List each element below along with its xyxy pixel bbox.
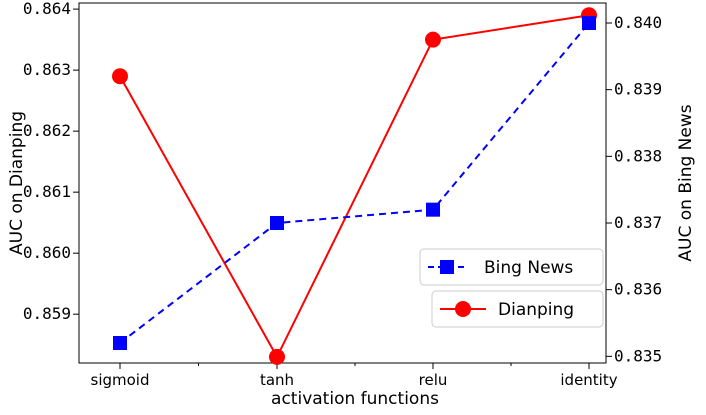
series-point-bing-news — [270, 216, 284, 230]
x-axis-label: activation functions — [271, 389, 439, 409]
x-tick-label: relu — [419, 371, 448, 389]
legend-bing-news-box — [419, 248, 604, 286]
series-layer — [112, 7, 597, 365]
left-tick-label: 0.859 — [23, 304, 71, 323]
y-axis-right-label: AUC on Bing News — [676, 104, 696, 261]
legend-dianping-label: Dianping — [498, 300, 574, 320]
x-tick-label: sigmoid — [91, 371, 150, 389]
left-tick-label: 0.860 — [23, 243, 71, 262]
left-tick-label: 0.863 — [23, 60, 71, 79]
series-point-dianping — [112, 68, 128, 85]
right-tick-label: 0.836 — [614, 280, 662, 299]
legend-bing-news: Bing News — [419, 248, 604, 286]
right-tick-label: 0.835 — [614, 346, 662, 365]
series-point-bing-news — [582, 16, 596, 30]
x-tick-label: tanh — [260, 371, 294, 389]
left-axis: 0.859 0.860 0.861 0.862 0.863 0.864 — [23, 0, 79, 323]
series-point-dianping — [425, 31, 441, 48]
legend-bing-news-marker — [440, 260, 454, 274]
legend-dianping-box — [431, 290, 604, 328]
series-line-dianping — [119, 14, 590, 360]
plot-frame — [78, 2, 607, 364]
x-tick-label: identity — [560, 371, 617, 389]
right-tick-label: 0.840 — [614, 13, 662, 32]
y-axis-left-label: AUC on Dianping — [7, 111, 27, 255]
right-tick-label: 0.837 — [614, 213, 662, 232]
legend-dianping: Dianping — [431, 290, 604, 328]
legend-bing-news-label: Bing News — [484, 258, 573, 278]
series-point-bing-news — [426, 202, 440, 217]
right-tick-label: 0.839 — [614, 80, 662, 99]
series-line-bing-news — [119, 22, 590, 344]
right-tick-label: 0.838 — [614, 146, 662, 165]
legend-dianping-marker — [455, 301, 471, 317]
series-point-dianping — [269, 348, 285, 365]
left-tick-label: 0.862 — [23, 121, 71, 140]
left-tick-label: 0.864 — [23, 0, 71, 18]
left-tick-label: 0.861 — [23, 182, 71, 201]
right-axis: 0.835 0.836 0.837 0.838 0.839 0.840 — [606, 13, 662, 365]
series-point-bing-news — [113, 336, 127, 350]
x-axis: sigmoid tanh relu identity — [91, 363, 618, 389]
